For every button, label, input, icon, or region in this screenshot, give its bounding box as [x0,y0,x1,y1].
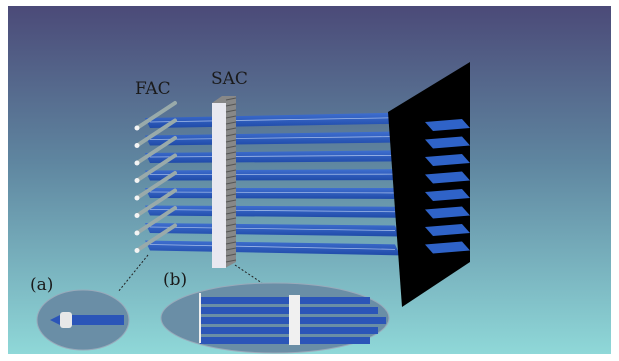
fac-end [135,161,140,166]
inset-b-sac [289,295,300,345]
sac-plate [212,103,226,268]
fac-end [135,213,140,218]
fac-end [135,178,140,183]
fac-end [135,126,140,131]
label-a: (a) [30,275,53,295]
beam [145,188,400,199]
fac-end [135,196,140,201]
inset-b-beam [200,337,370,344]
label-sac: SAC [211,69,248,89]
fac-end [135,248,140,253]
fac-end [135,143,140,148]
inset-b-beam [200,297,370,304]
inset-a-lens [60,312,72,328]
label-b: (b) [163,270,187,290]
fac-end [135,231,140,236]
label-fac: FAC [135,79,171,99]
diagram: FAC SAC (a) (b) [0,0,619,361]
